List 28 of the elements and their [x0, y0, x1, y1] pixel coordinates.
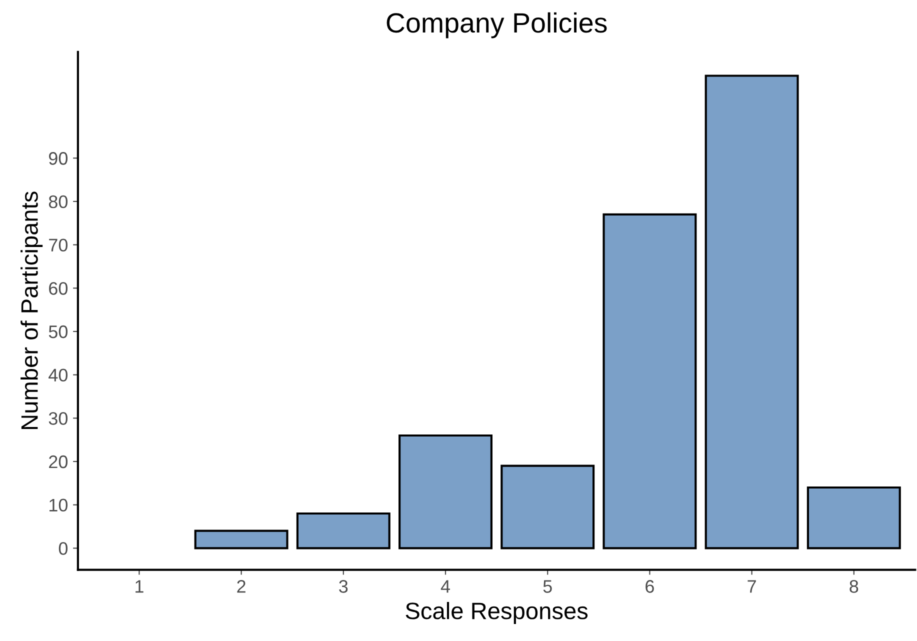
x-tick-label: 8	[850, 580, 858, 593]
bar	[602, 213, 697, 550]
x-tick-label: 7	[748, 580, 756, 593]
bar	[806, 486, 901, 550]
bar	[500, 464, 595, 550]
y-tick-label: 30	[48, 412, 68, 425]
y-tick-label: 80	[48, 195, 68, 208]
bar	[296, 512, 390, 550]
bar	[704, 74, 799, 550]
y-tick-label: 10	[50, 498, 68, 512]
y-axis-title: Number of Participants	[20, 192, 43, 430]
bar	[194, 530, 288, 550]
y-tick-label: 50	[48, 325, 68, 338]
y-tick-label: 40	[48, 368, 68, 382]
x-tick-label: 3	[339, 580, 348, 593]
x-tick-label: 2	[237, 580, 246, 593]
chart-title: Company Policies	[386, 12, 607, 38]
y-tick-label: 0	[58, 542, 68, 555]
y-tick-label: 20	[49, 455, 68, 468]
x-tick-label: 6	[646, 580, 654, 593]
x-axis-title: Scale Responses	[406, 602, 588, 624]
x-tick-label: 5	[543, 580, 552, 593]
x-tick-label: 4	[440, 580, 450, 593]
x-tick-label: 1	[136, 580, 144, 593]
bar	[398, 434, 492, 550]
y-tick-label: 70	[49, 238, 68, 252]
y-tick-label: 60	[49, 282, 68, 295]
y-tick-label: 90	[48, 152, 68, 165]
